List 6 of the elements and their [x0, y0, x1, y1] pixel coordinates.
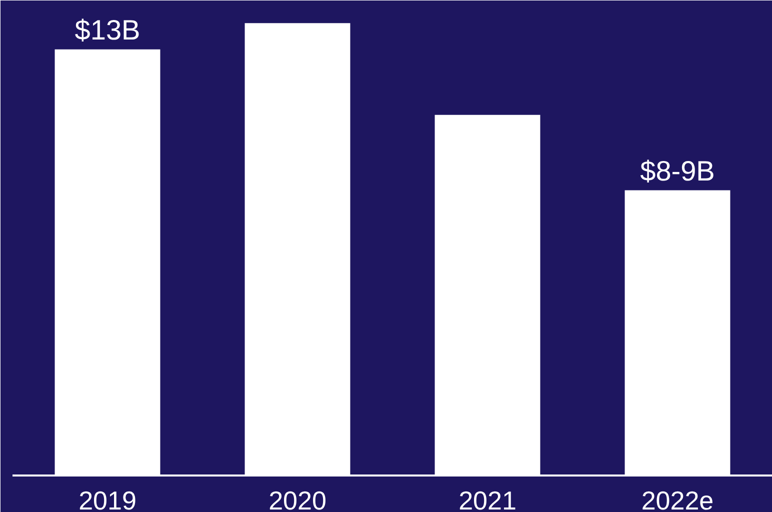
x-tick-label: 2021	[458, 486, 516, 512]
x-tick-label: 2019	[78, 486, 136, 512]
x-tick-label: 2022e	[641, 486, 714, 512]
data-label: $13B	[74, 14, 140, 46]
data-label: $8-9B	[640, 155, 715, 186]
x-tick-label: 2020	[268, 486, 326, 512]
